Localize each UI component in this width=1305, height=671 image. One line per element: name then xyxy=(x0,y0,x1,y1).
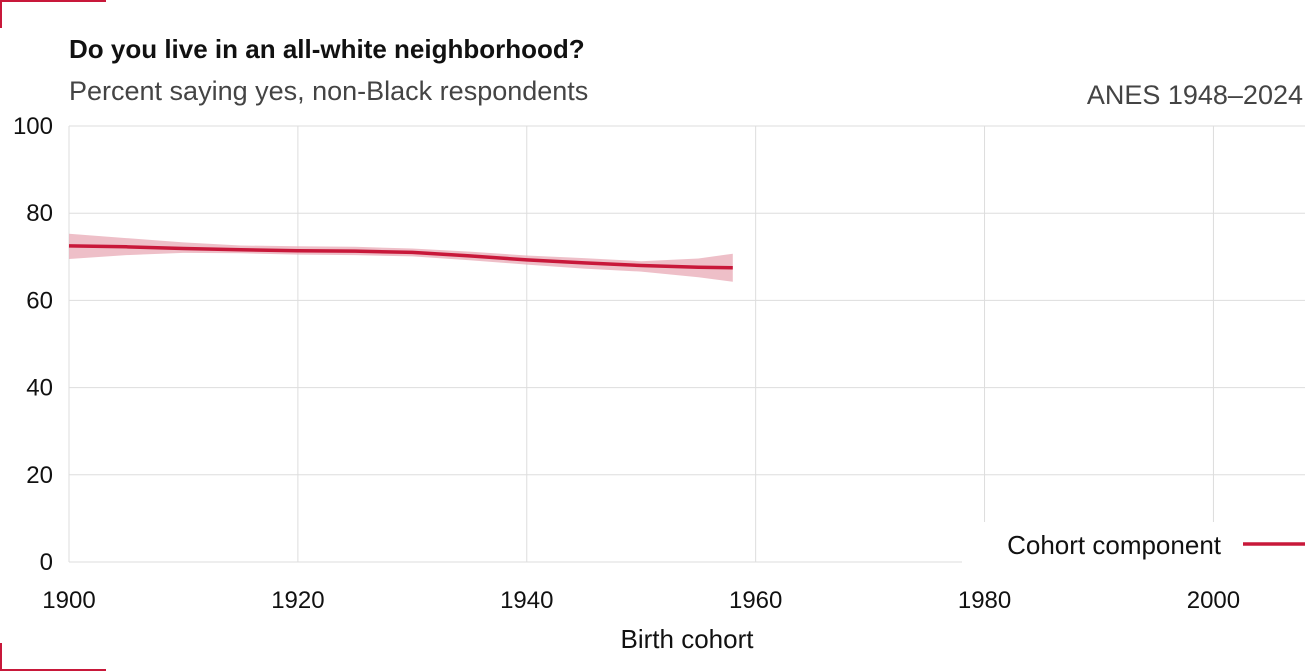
corner-mark-bottom xyxy=(0,643,106,671)
x-tick-label: 1980 xyxy=(958,587,1011,614)
x-axis-title: Birth cohort xyxy=(621,624,755,654)
x-tick-label: 2000 xyxy=(1187,587,1240,614)
y-tick-label: 0 xyxy=(40,549,53,576)
x-tick-label: 1920 xyxy=(271,587,324,614)
chart-source: ANES 1948–2024 xyxy=(1086,80,1303,110)
x-tick-label: 1960 xyxy=(729,587,782,614)
confidence-band xyxy=(69,233,733,282)
y-tick-label: 60 xyxy=(26,287,53,314)
corner-mark-top xyxy=(0,0,106,28)
x-tick-labels: 1900 1920 1940 1960 1980 2000 xyxy=(42,587,1240,614)
grid-lines xyxy=(68,125,1305,563)
confidence-bands xyxy=(69,233,733,282)
x-tick-label: 1900 xyxy=(42,587,95,614)
series-line xyxy=(68,244,733,270)
y-tick-label: 100 xyxy=(13,113,53,140)
legend: Cohort component xyxy=(962,522,1305,568)
series-lines xyxy=(68,244,733,270)
y-tick-label: 80 xyxy=(26,200,53,227)
legend-label: Cohort component xyxy=(1007,530,1222,560)
y-tick-labels: 0 20 40 60 80 100 xyxy=(13,113,53,576)
y-tick-label: 40 xyxy=(26,375,53,402)
chart-title: Do you live in an all-white neighborhood… xyxy=(69,34,585,64)
chart-subtitle: Percent saying yes, non-Black respondent… xyxy=(69,76,589,106)
x-tick-label: 1940 xyxy=(500,587,553,614)
y-tick-label: 20 xyxy=(26,462,53,489)
